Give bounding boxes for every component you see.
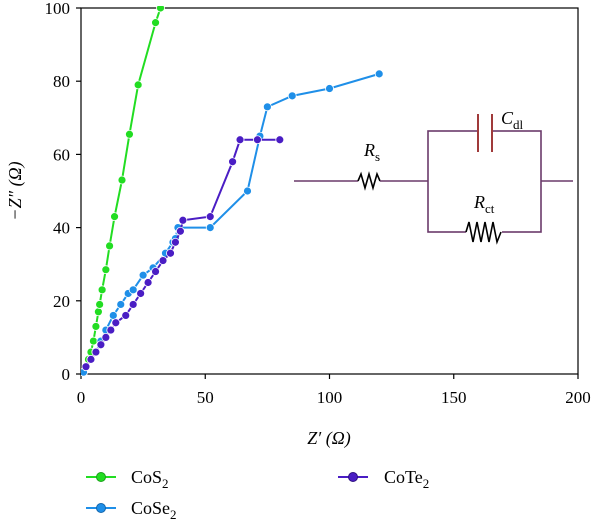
rs-resistor-symbol <box>357 171 381 191</box>
data-point <box>205 212 215 222</box>
data-point <box>117 175 127 185</box>
data-point <box>235 135 245 145</box>
data-point <box>175 226 185 236</box>
data-point <box>106 325 116 335</box>
capacitor-gap <box>478 128 492 134</box>
data-point <box>121 311 131 320</box>
x-tick-label: 0 <box>77 388 86 407</box>
data-point <box>228 157 237 167</box>
data-point <box>205 223 215 233</box>
cdl-label: Cdl <box>501 108 524 132</box>
y-tick-label: 20 <box>53 292 70 311</box>
legend-label-cose2: CoSe2 <box>131 498 177 522</box>
series-cose2 <box>81 69 384 376</box>
data-point <box>116 300 126 309</box>
data-point <box>243 186 252 196</box>
y-tick-label: 100 <box>45 0 71 18</box>
rct-label: Rct <box>473 192 495 216</box>
data-point <box>138 270 148 280</box>
y-tick-label: 60 <box>53 145 70 164</box>
data-point <box>91 322 101 331</box>
legend-item-cote2: CoTe2 <box>338 467 429 491</box>
data-point <box>136 289 146 298</box>
data-point <box>156 6 165 13</box>
data-point <box>178 215 188 225</box>
equivalent-circuit-inset: Rs Cdl Rct <box>294 108 573 245</box>
data-series <box>81 6 384 376</box>
data-point <box>253 135 262 145</box>
data-point <box>111 318 121 328</box>
x-axis-label: Z′ (Ω) <box>307 428 350 449</box>
data-point <box>151 18 160 28</box>
data-point <box>95 300 105 309</box>
series-line <box>85 138 280 368</box>
y-tick-label: 40 <box>53 219 70 238</box>
data-point <box>158 256 168 265</box>
data-point <box>166 248 175 258</box>
series-cote2 <box>81 135 285 372</box>
legend-label-cote2: CoTe2 <box>384 467 429 491</box>
rct-resistor-symbol <box>465 221 502 245</box>
x-tick-label: 200 <box>565 388 591 407</box>
data-point <box>275 135 285 145</box>
data-point <box>374 69 384 79</box>
data-point <box>143 278 153 287</box>
data-point <box>96 340 106 350</box>
data-point <box>110 212 119 222</box>
data-point <box>325 84 334 93</box>
data-point <box>151 267 160 276</box>
x-tick-label: 50 <box>197 388 214 407</box>
data-point <box>81 362 91 372</box>
data-point <box>287 91 297 101</box>
y-tick-label: 0 <box>62 365 71 384</box>
circuit-parallel-loop <box>427 130 542 233</box>
x-tick-label: 100 <box>317 388 343 407</box>
axis-ticks: 0 50 100 150 200 0 20 40 60 80 100 <box>45 0 591 407</box>
legend-marker-cos2 <box>96 472 106 482</box>
data-point <box>133 80 143 90</box>
data-point <box>86 354 96 364</box>
data-point <box>128 285 138 295</box>
data-point <box>128 300 138 309</box>
series-line <box>82 72 380 373</box>
rct-gap <box>466 228 502 236</box>
x-tick-label: 150 <box>441 388 467 407</box>
legend-item-cose2: CoSe2 <box>86 498 177 522</box>
data-point <box>125 129 134 139</box>
legend: CoS2 CoSe2 CoTe2 <box>86 467 429 522</box>
data-point <box>171 237 180 247</box>
legend-marker-cote2 <box>348 472 358 482</box>
legend-item-cos2: CoS2 <box>86 467 169 491</box>
y-axis-label: −Z″ (Ω) <box>5 161 26 220</box>
data-point <box>101 332 111 342</box>
rs-label: Rs <box>363 140 380 164</box>
data-point <box>105 241 114 251</box>
data-point <box>89 336 98 346</box>
data-point <box>93 307 103 317</box>
data-point <box>91 347 101 357</box>
data-point <box>262 102 272 112</box>
series-cos2 <box>81 6 165 376</box>
plot-frame <box>80 7 579 375</box>
data-point <box>97 285 107 295</box>
data-point <box>101 265 111 275</box>
legend-label-cos2: CoS2 <box>131 467 169 491</box>
legend-marker-cose2 <box>96 503 106 513</box>
data-point <box>108 311 118 320</box>
y-tick-label: 80 <box>53 72 70 91</box>
